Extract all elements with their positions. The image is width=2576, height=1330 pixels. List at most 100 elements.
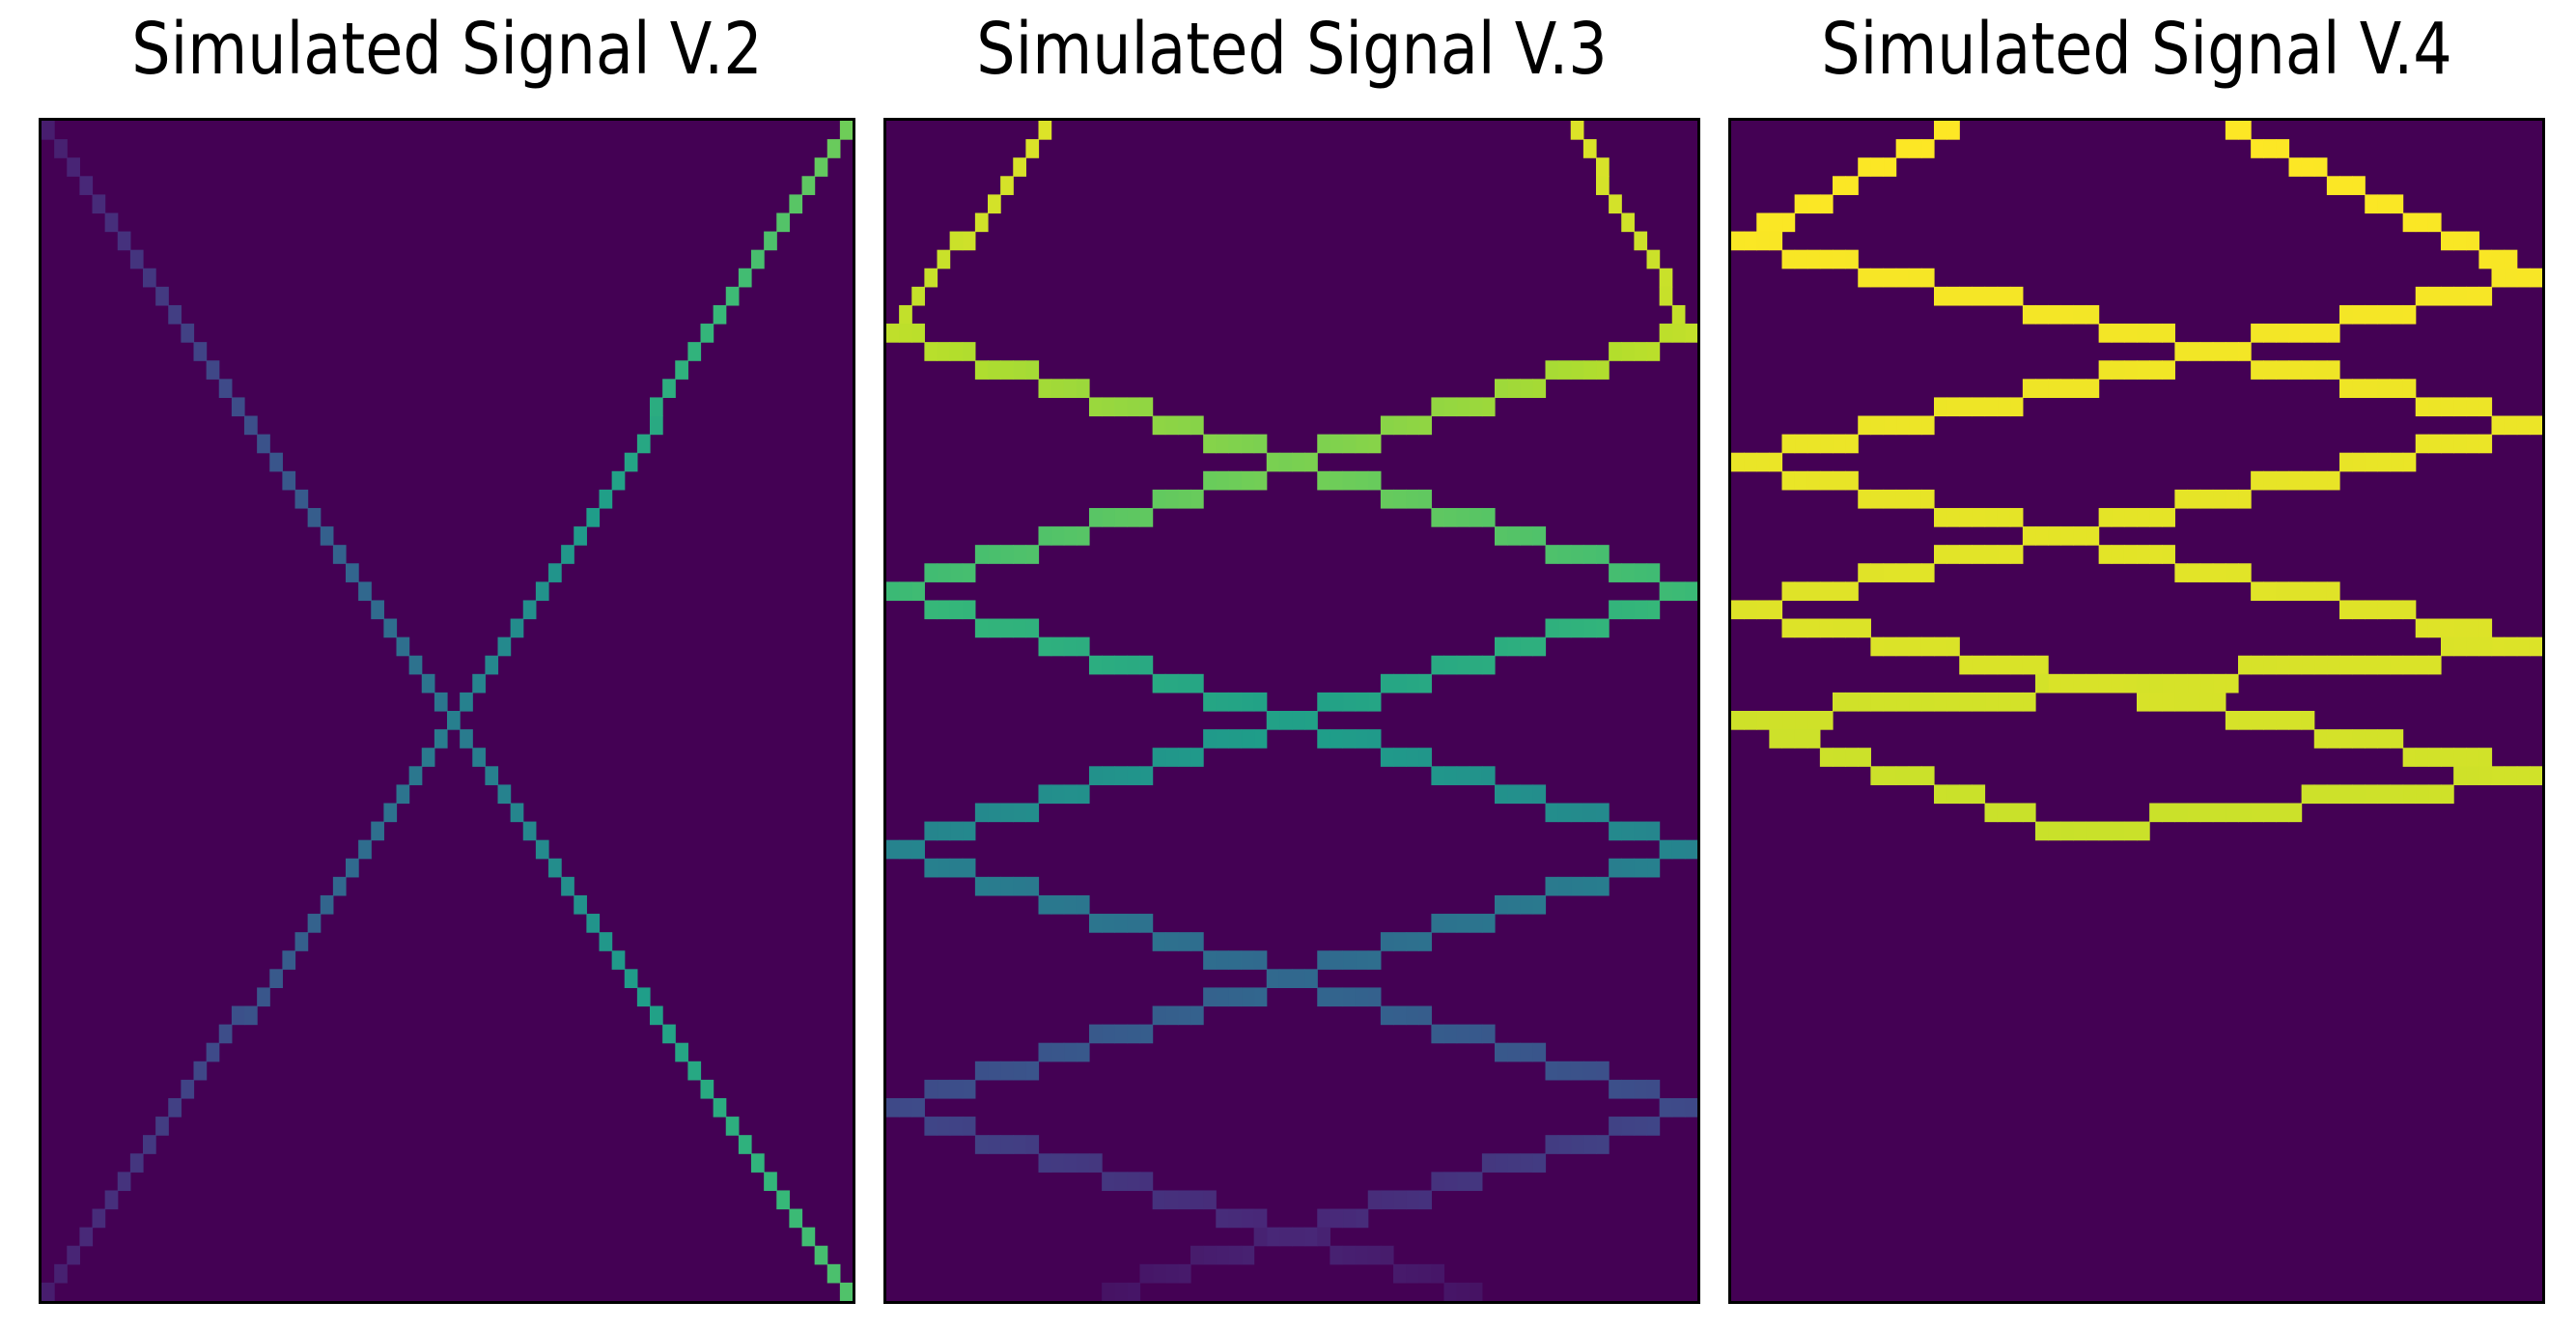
- heatmap-cell: [1756, 212, 1770, 233]
- heatmap-cell: [2377, 452, 2392, 472]
- heatmap-cell: [1342, 1208, 1357, 1229]
- heatmap-cell: [899, 581, 912, 602]
- heatmap-cell: [1443, 1024, 1458, 1044]
- heatmap-cell: [1781, 249, 1796, 269]
- heatmap-cell: [2301, 324, 2315, 343]
- heatmap-cell: [1393, 415, 1407, 436]
- heatmap-cell: [2251, 803, 2264, 823]
- heatmap-cell: [1431, 1172, 1445, 1192]
- heatmap-cell: [1495, 784, 1508, 805]
- heatmap-cell: [1050, 894, 1065, 915]
- heatmap-cell: [974, 803, 989, 823]
- heatmap-cell: [1114, 397, 1128, 417]
- heatmap-cell: [2491, 415, 2506, 436]
- heatmap-cell: [1557, 803, 1572, 823]
- heatmap-cell: [2137, 545, 2150, 564]
- heatmap-cell: [1946, 784, 1960, 805]
- heatmap-cell: [2086, 526, 2100, 546]
- heatmap-cell: [1959, 655, 1973, 675]
- heatmap-cell: [738, 268, 752, 288]
- heatmap-cell: [2073, 673, 2087, 693]
- heatmap-cell: [2238, 803, 2252, 823]
- heatmap-cell: [2529, 766, 2543, 785]
- heatmap-cell: [949, 231, 964, 251]
- heatmap-cell: [1833, 581, 1846, 602]
- heatmap-cell: [2466, 748, 2479, 767]
- heatmap-cell: [1139, 397, 1154, 417]
- heatmap-cell: [764, 231, 777, 251]
- heatmap-cell: [650, 1005, 663, 1026]
- heatmap-cell: [1367, 1190, 1382, 1210]
- heatmap-cell: [2276, 470, 2290, 491]
- heatmap-cell: [104, 212, 119, 233]
- heatmap-cell: [2212, 342, 2226, 361]
- heatmap-cell: [1076, 637, 1090, 657]
- heatmap-cell: [1253, 1227, 1268, 1247]
- heatmap-cell: [1744, 231, 1757, 251]
- heatmap-cell: [1806, 194, 1821, 214]
- heatmap-cell: [231, 397, 245, 417]
- heatmap-cell: [143, 268, 156, 288]
- heatmap-cell: [2288, 803, 2303, 823]
- heatmap-cell: [1063, 526, 1078, 546]
- heatmap-cell: [1114, 1024, 1128, 1044]
- heatmap-cell: [2276, 803, 2290, 823]
- heatmap-cell: [1609, 1079, 1622, 1099]
- heatmap-cell: [1355, 470, 1369, 491]
- heatmap-cell: [2339, 176, 2353, 195]
- heatmap-cell: [789, 1208, 803, 1229]
- heatmap-cell: [814, 157, 828, 177]
- heatmap-cell: [1845, 618, 1859, 638]
- heatmap-cell: [1532, 1153, 1547, 1173]
- heatmap-cell: [1769, 711, 1783, 730]
- heatmap-cell: [2365, 452, 2378, 472]
- heatmap-cell: [886, 581, 900, 602]
- heatmap-cell: [1582, 803, 1597, 823]
- heatmap-cell: [1164, 932, 1179, 951]
- heatmap-cell: [1127, 766, 1141, 785]
- heatmap-cell: [1634, 342, 1648, 361]
- heatmap-cell: [1304, 452, 1318, 472]
- heatmap-cell: [1744, 452, 1757, 472]
- heatmap-cell: [1228, 1208, 1243, 1229]
- heatmap-cell: [2048, 526, 2061, 546]
- heatmap-cell: [1342, 987, 1357, 1007]
- heatmap-cell: [1380, 415, 1394, 436]
- heatmap-cell: [1507, 637, 1521, 657]
- heatmap-cell: [485, 766, 499, 785]
- heatmap-cell: [1469, 655, 1483, 675]
- heatmap-cell: [2187, 342, 2201, 361]
- heatmap-cell: [497, 637, 512, 657]
- heatmap-cell: [1177, 748, 1191, 767]
- heatmap-cell: [1038, 121, 1052, 140]
- heatmap-cell: [1317, 692, 1330, 712]
- heatmap-cell: [1972, 286, 1986, 306]
- heatmap-cell: [1646, 1079, 1661, 1099]
- heatmap-cell: [924, 858, 938, 878]
- heatmap-cell: [2022, 379, 2036, 398]
- heatmap-cell: [886, 839, 900, 860]
- heatmap-cell: [1621, 600, 1635, 620]
- heatmap-cell: [1127, 914, 1141, 933]
- heatmap-cell: [1228, 434, 1243, 454]
- heatmap-cell: [1089, 1153, 1103, 1173]
- heatmap-cell: [1609, 600, 1622, 620]
- heatmap-cell: [1469, 507, 1483, 527]
- heatmap-cell: [962, 563, 976, 582]
- heatmap-cell: [1895, 637, 1910, 657]
- heatmap-cell: [2035, 379, 2049, 398]
- heatmap-cell: [294, 932, 309, 951]
- heatmap-cell: [2149, 545, 2163, 564]
- heatmap-cell: [2123, 507, 2138, 527]
- heatmap-cell: [1050, 637, 1065, 657]
- heatmap-cell: [2238, 342, 2252, 361]
- heatmap-cell: [460, 729, 473, 749]
- heatmap-cell: [1794, 581, 1808, 602]
- heatmap-cell: [1934, 286, 1947, 306]
- heatmap-cell: [1456, 397, 1470, 417]
- heatmap-cell: [911, 286, 925, 306]
- heatmap-cell: [1731, 711, 1745, 730]
- heatmap-cell: [1596, 360, 1610, 380]
- heatmap-cell: [1431, 397, 1445, 417]
- heatmap-cell: [1317, 470, 1330, 491]
